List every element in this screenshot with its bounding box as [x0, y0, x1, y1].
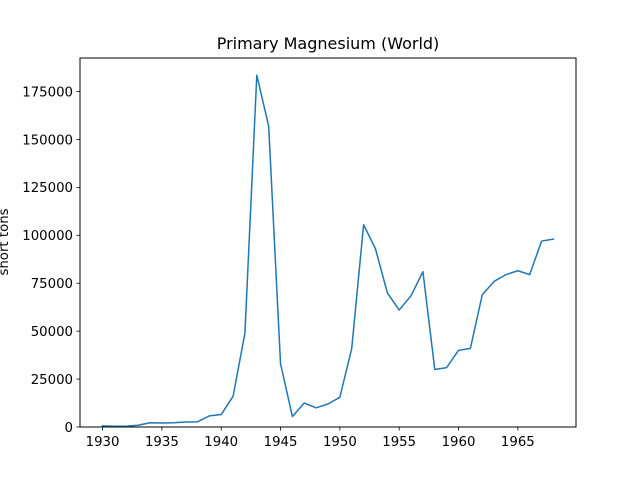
axis-ticks: 1930 1935 1940 1945 1950 1955 1960 1965 0 25000 50…: [22, 85, 535, 450]
y-axis-label: short tons: [0, 208, 12, 275]
chart-title: Primary Magnesium (World): [217, 34, 440, 53]
y-tick-label: 125000: [22, 181, 73, 196]
y-tick-label: 50000: [31, 325, 73, 340]
x-tick-label: 1930: [86, 435, 120, 450]
x-tick-label: 1935: [145, 435, 179, 450]
x-tick-label: 1940: [204, 435, 238, 450]
x-tick-label: 1965: [501, 435, 535, 450]
series-line: [101, 74, 555, 427]
y-tick-label: 150000: [22, 133, 73, 148]
x-tick-label: 1950: [323, 435, 357, 450]
plot-area: [101, 74, 555, 427]
y-tick-label: 175000: [22, 85, 73, 100]
y-tick-label: 0: [65, 421, 73, 436]
y-tick-label: 100000: [22, 229, 73, 244]
y-tick-label: 75000: [31, 277, 73, 292]
x-tick-label: 1945: [264, 435, 298, 450]
x-tick-label: 1955: [382, 435, 416, 450]
axes-frame: [79, 57, 577, 428]
x-tick-label: 1960: [442, 435, 476, 450]
y-tick-label: 25000: [31, 373, 73, 388]
